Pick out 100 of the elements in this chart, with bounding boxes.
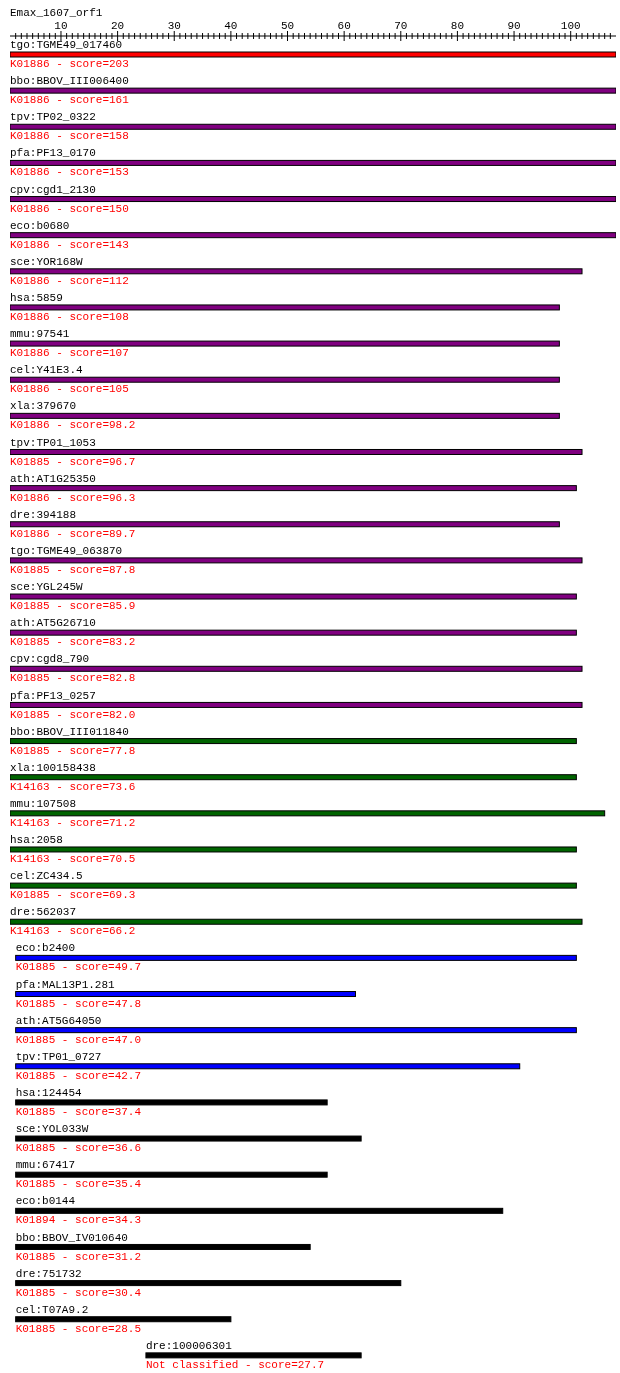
y-tick-label: tpv:TP01_0727	[15, 1050, 102, 1063]
x-tick-label: 100	[560, 20, 581, 32]
y-tick-label: cel:ZC434.5	[10, 870, 83, 883]
y-tick-label: bbo:BBOV_III006400	[10, 75, 129, 88]
bar	[15, 1099, 328, 1106]
annotation: K01885 - score=37.4	[15, 1105, 142, 1118]
annotation: K01885 - score=42.7	[15, 1069, 142, 1082]
bar	[10, 846, 577, 853]
annotation: K01885 - score=30.4	[15, 1286, 142, 1299]
x-tick-label: 70	[394, 20, 408, 32]
annotation: K01886 - score=89.7	[10, 527, 136, 540]
bar	[10, 123, 616, 130]
y-tick-label: eco:b0144	[15, 1195, 76, 1208]
annotation: K01885 - score=87.8	[10, 563, 136, 576]
bar	[15, 1243, 311, 1250]
bar	[10, 629, 577, 636]
x-tick-label: 60	[337, 20, 351, 32]
bar	[10, 51, 616, 58]
annotation: K01886 - score=98.2	[10, 419, 136, 432]
annotation: K01886 - score=143	[10, 238, 129, 251]
y-tick-label: pfa:PF13_0170	[10, 147, 96, 160]
bar	[10, 665, 583, 672]
y-tick-label: hsa:5859	[10, 292, 63, 305]
bar	[10, 521, 560, 528]
y-tick-label: bbo:BBOV_IV010640	[15, 1231, 128, 1244]
bar	[15, 1280, 402, 1287]
annotation: K01885 - score=96.7	[10, 455, 136, 468]
y-tick-label: ath:AT5G26710	[10, 617, 96, 630]
annotation: K01886 - score=203	[10, 58, 129, 71]
y-tick-label: cel:T07A9.2	[15, 1303, 89, 1316]
bar	[15, 991, 356, 998]
bar	[15, 1027, 577, 1034]
annotation: K01885 - score=82.0	[10, 708, 136, 721]
bar	[10, 340, 560, 347]
y-tick-label: sce:YOR168W	[10, 255, 84, 268]
annotation: K01894 - score=34.3	[15, 1214, 142, 1227]
annotation: K01885 - score=69.3	[10, 889, 136, 902]
x-tick-label: 10	[54, 20, 68, 32]
annotation: K01886 - score=108	[10, 311, 129, 324]
bar	[15, 1316, 232, 1323]
annotation: K01886 - score=96.3	[10, 491, 136, 504]
y-tick-label: xla:379670	[10, 400, 77, 413]
annotation: K01885 - score=31.2	[15, 1250, 142, 1263]
bar	[10, 412, 560, 419]
bar	[10, 159, 616, 166]
bar	[10, 593, 577, 600]
annotation: K01885 - score=28.5	[15, 1322, 142, 1335]
x-tick-label: 90	[507, 20, 521, 32]
bar	[10, 376, 560, 383]
bar	[10, 304, 560, 311]
annotation: K01885 - score=49.7	[15, 961, 142, 974]
annotation: K14163 - score=66.2	[10, 925, 136, 938]
bar	[10, 774, 577, 781]
y-tick-label: tpv:TP02_0322	[10, 111, 96, 124]
bar	[10, 87, 616, 94]
annotation: K01885 - score=35.4	[15, 1178, 142, 1191]
bar	[15, 1171, 328, 1178]
y-tick-label: ath:AT1G25350	[10, 472, 96, 485]
annotation: K01885 - score=77.8	[10, 744, 136, 757]
y-tick-label: cpv:cgd8_790	[10, 653, 90, 666]
y-tick-label: mmu:67417	[15, 1159, 76, 1172]
bar	[15, 1207, 504, 1214]
y-tick-label: ath:AT5G64050	[15, 1014, 102, 1027]
x-tick-label: 20	[111, 20, 125, 32]
annotation: K01885 - score=47.0	[15, 1033, 142, 1046]
annotation: K14163 - score=71.2	[10, 816, 136, 829]
chart-title: Emax_1607_orf1	[10, 7, 103, 19]
annotation: K01885 - score=82.8	[10, 672, 136, 685]
bar	[10, 448, 583, 455]
bar	[10, 196, 616, 203]
y-tick-label: cpv:cgd1_2130	[10, 183, 96, 196]
y-tick-label: eco:b2400	[15, 942, 76, 955]
y-tick-label: tgo:TGME49_017460	[10, 39, 123, 52]
y-tick-label: bbo:BBOV_III011840	[10, 725, 129, 738]
bar	[10, 701, 583, 708]
annotation: K01886 - score=112	[10, 274, 129, 287]
annotation: K01886 - score=153	[10, 166, 129, 179]
y-tick-label: tpv:TP01_1053	[10, 436, 96, 449]
annotation: K14163 - score=73.6	[10, 780, 136, 793]
annotation: Not classified - score=27.7	[145, 1358, 325, 1371]
annotation: K01885 - score=36.6	[15, 1142, 142, 1155]
x-tick-label: 80	[450, 20, 465, 32]
bar	[10, 268, 583, 275]
y-tick-label: sce:YGL245W	[10, 581, 84, 594]
y-tick-label: dre:751732	[15, 1267, 82, 1280]
annotation: K01886 - score=105	[10, 383, 129, 396]
bar	[15, 1063, 521, 1070]
bar	[15, 954, 577, 961]
bar	[10, 918, 583, 925]
y-tick-label: dre:394188	[10, 508, 77, 521]
bar	[10, 810, 606, 817]
annotation: K01885 - score=47.8	[15, 997, 142, 1010]
annotation: K01886 - score=158	[10, 130, 129, 143]
bar	[145, 1352, 362, 1359]
annotation: K01886 - score=150	[10, 202, 129, 215]
annotation: K01885 - score=83.2	[10, 636, 136, 649]
bar	[10, 882, 577, 889]
y-tick-label: dre:562037	[10, 906, 77, 919]
y-tick-label: sce:YOL033W	[15, 1123, 89, 1136]
bar	[10, 738, 577, 745]
